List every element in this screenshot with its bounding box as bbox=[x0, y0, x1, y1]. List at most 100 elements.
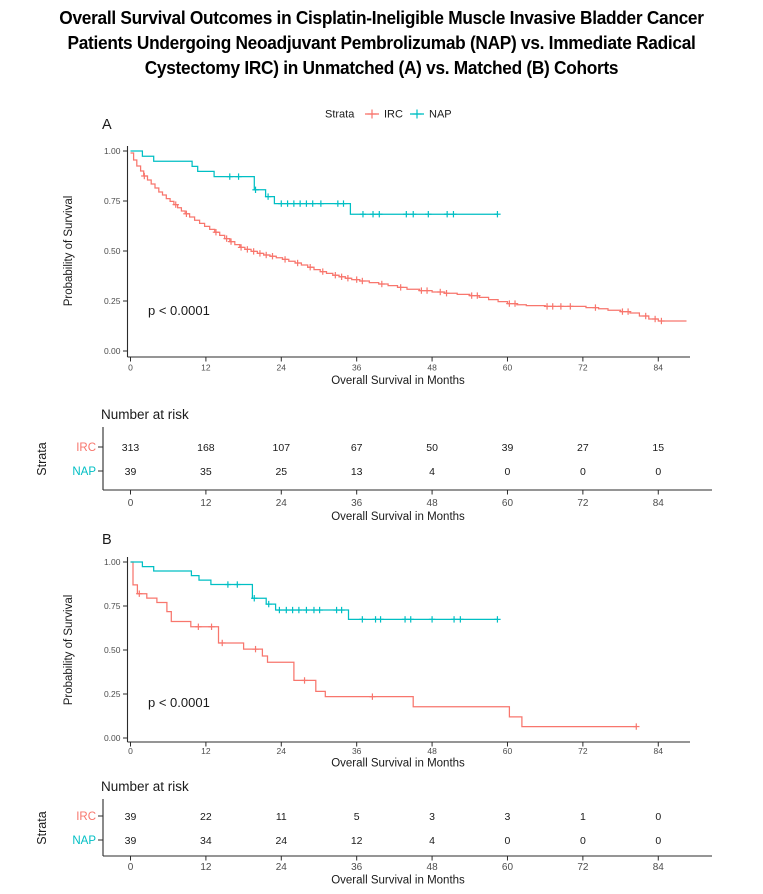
panel-b-x-tick-label: 72 bbox=[578, 746, 588, 756]
panel-a-risk-value-nap: 35 bbox=[200, 466, 212, 478]
panel-b-risk-value-irc: 5 bbox=[354, 811, 360, 823]
panel-a-risk-value-irc: 39 bbox=[502, 442, 514, 454]
panel-b-y-tick-label: 0.00 bbox=[104, 733, 121, 743]
panel-b-x-tick-label: 36 bbox=[352, 746, 362, 756]
panel-b-risk-title: Number at risk bbox=[101, 779, 189, 794]
panel-a-y-tick-label: 1.00 bbox=[104, 146, 121, 156]
panel-a-risk-value-nap: 25 bbox=[275, 466, 287, 478]
panel-b-risk-value-nap: 0 bbox=[580, 835, 586, 847]
panel-a-x-tick-label: 36 bbox=[352, 363, 362, 373]
panel-b-risk-x-tick-label: 36 bbox=[351, 862, 363, 873]
panel-b-x-tick-label: 24 bbox=[277, 746, 287, 756]
panel-b-risk-x-tick-label: 84 bbox=[653, 862, 665, 873]
panel-b-risk-x-tick-label: 60 bbox=[502, 862, 514, 873]
panel-b-risk-x-tick-label: 12 bbox=[200, 862, 212, 873]
panel-b-risk-row-label-irc: IRC bbox=[76, 811, 96, 823]
panel-a-risk-strata-label: Strata bbox=[35, 442, 49, 475]
panel-a-y-tick-label: 0.50 bbox=[104, 246, 121, 256]
panel-b-irc-curve bbox=[130, 561, 637, 728]
panel-a-risk-value-nap: 0 bbox=[655, 466, 661, 478]
panel-b-risk-x-tick-label: 24 bbox=[276, 862, 288, 873]
panel-b-x-tick-label: 12 bbox=[201, 746, 211, 756]
panel-a-x-tick-label: 12 bbox=[201, 363, 211, 373]
panel-a-x-tick-label: 0 bbox=[128, 363, 133, 373]
panel-b-risk-value-nap: 34 bbox=[200, 835, 212, 847]
panel-a-risk-value-nap: 39 bbox=[125, 466, 137, 478]
panel-b-risk-value-nap: 12 bbox=[351, 835, 363, 847]
figure-title-line-1: Overall Survival Outcomes in Cisplatin-I… bbox=[59, 8, 704, 28]
panel-b-y-axis-title: Probability of Survival bbox=[63, 595, 75, 706]
panel-a-risk-x-tick-label: 72 bbox=[577, 498, 589, 509]
panel-a-risk-x-tick-label: 84 bbox=[653, 498, 665, 509]
panel-a-x-tick-label: 48 bbox=[427, 363, 437, 373]
panel-a-y-axis-title: Probability of Survival bbox=[63, 196, 75, 307]
panel-a-risk-x-tick-label: 12 bbox=[200, 498, 212, 509]
panel-b-risk-x-tick-label: 72 bbox=[577, 862, 589, 873]
panel-b-x-tick-label: 0 bbox=[128, 746, 133, 756]
panel-b-risk-value-irc: 11 bbox=[276, 811, 287, 823]
panel-a-risk-row-label-irc: IRC bbox=[76, 442, 96, 454]
panel-b-risk-value-nap: 4 bbox=[429, 835, 435, 847]
panel-a-risk-value-irc: 67 bbox=[351, 442, 363, 454]
panel-a-x-tick-label: 24 bbox=[277, 363, 287, 373]
legend-irc-label: IRC bbox=[384, 109, 403, 121]
panel-b-risk-value-irc: 3 bbox=[505, 811, 511, 823]
panel-a-risk-value-nap: 0 bbox=[580, 466, 586, 478]
panel-a-risk-value-nap: 0 bbox=[505, 466, 511, 478]
panel-b-risk-value-nap: 0 bbox=[505, 835, 511, 847]
panel-a-x-tick-label: 84 bbox=[654, 363, 664, 373]
panel-b-risk-value-irc: 3 bbox=[429, 811, 435, 823]
panel-b-risk-x-tick-label: 0 bbox=[128, 862, 134, 873]
panel-b-y-tick-label: 0.50 bbox=[104, 645, 121, 655]
panel-a-x-tick-label: 72 bbox=[578, 363, 588, 373]
panel-b-risk-value-irc: 0 bbox=[655, 811, 661, 823]
panel-b-y-tick-label: 0.75 bbox=[104, 601, 121, 611]
panel-a-risk-value-irc: 313 bbox=[122, 442, 140, 454]
panel-a-risk-x-tick-label: 48 bbox=[427, 498, 439, 509]
panel-b-risk-value-nap: 0 bbox=[655, 835, 661, 847]
panel-b-label: B bbox=[102, 532, 112, 548]
figure-title: Overall Survival Outcomes in Cisplatin-I… bbox=[15, 6, 747, 81]
panel-b-risk-value-nap: 24 bbox=[275, 835, 287, 847]
panel-a-risk-value-nap: 13 bbox=[351, 466, 363, 478]
panel-b-risk-value-irc: 22 bbox=[200, 811, 212, 823]
figure-title-line-2: Patients Undergoing Neoadjuvant Pembroli… bbox=[67, 33, 696, 53]
panel-a-risk-value-irc: 15 bbox=[652, 442, 664, 454]
panel-b-x-tick-label: 84 bbox=[654, 746, 664, 756]
panel-b-x-tick-label: 60 bbox=[503, 746, 513, 756]
panel-a-risk-x-tick-label: 36 bbox=[351, 498, 363, 509]
panel-b-y-tick-label: 0.25 bbox=[104, 689, 121, 699]
panel-b-x-tick-label: 48 bbox=[427, 746, 437, 756]
panel-a-label: A bbox=[102, 117, 112, 133]
panel-b-pvalue: p < 0.0001 bbox=[148, 695, 210, 710]
panel-a-risk-value-irc: 27 bbox=[577, 442, 589, 454]
panel-a-x-tick-label: 60 bbox=[503, 363, 513, 373]
legend-strata-label: Strata bbox=[325, 109, 355, 121]
panel-b-risk-x-tick-label: 48 bbox=[427, 862, 439, 873]
panel-a-risk-value-irc: 50 bbox=[426, 442, 438, 454]
panel-a-risk-row-label-nap: NAP bbox=[72, 466, 96, 478]
panel-b-nap-curve bbox=[130, 561, 498, 621]
panel-b-risk-value-nap: 39 bbox=[125, 835, 137, 847]
panel-a-y-tick-label: 0.25 bbox=[104, 296, 121, 306]
panel-a-risk-value-nap: 4 bbox=[429, 466, 435, 478]
panel-b-risk-row-label-nap: NAP bbox=[72, 835, 96, 847]
panel-b-risk-value-irc: 39 bbox=[125, 811, 137, 823]
panel-a-nap-curve bbox=[130, 150, 499, 215]
panel-a-y-tick-label: 0.75 bbox=[104, 196, 121, 206]
panel-b-risk-strata-label: Strata bbox=[35, 811, 49, 844]
panel-a-risk-x-axis-title: Overall Survival in Months bbox=[331, 511, 465, 523]
panel-a-y-tick-label: 0.00 bbox=[104, 346, 121, 356]
panel-a-irc-curve bbox=[130, 152, 687, 322]
figure-title-line-3: Cystectomy IRC) in Unmatched (A) vs. Mat… bbox=[144, 58, 619, 78]
panel-a-risk-value-irc: 168 bbox=[197, 442, 215, 454]
panel-a-risk-x-tick-label: 60 bbox=[502, 498, 514, 509]
panel-a-pvalue: p < 0.0001 bbox=[148, 303, 210, 318]
panel-a-risk-title: Number at risk bbox=[101, 407, 189, 422]
panel-a-risk-x-tick-label: 0 bbox=[128, 498, 134, 509]
panel-a-risk-x-tick-label: 24 bbox=[276, 498, 288, 509]
panel-b-risk-value-irc: 1 bbox=[580, 811, 586, 823]
panel-b-risk-x-axis-title: Overall Survival in Months bbox=[331, 875, 465, 887]
panel-b-y-tick-label: 1.00 bbox=[104, 557, 121, 567]
